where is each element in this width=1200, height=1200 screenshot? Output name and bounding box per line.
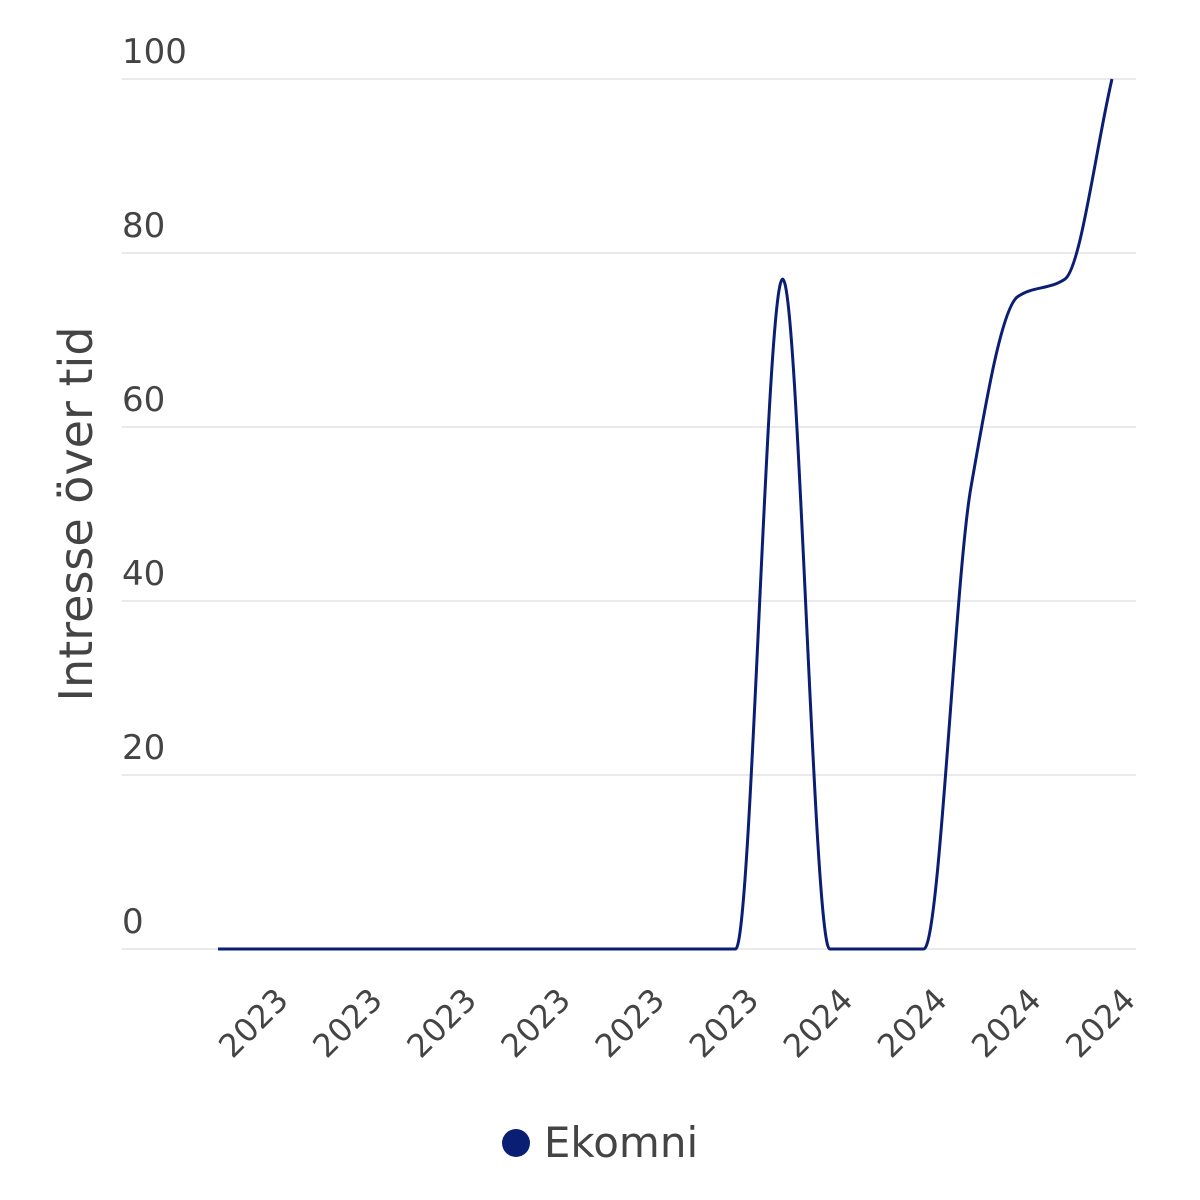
- y-tick-label: 0: [122, 902, 144, 942]
- x-tick-label: 2023: [494, 981, 578, 1065]
- series-line-ekomni: [218, 78, 1114, 951]
- y-axis-ticks: 0 20 40 60 80 100: [122, 32, 187, 942]
- y-axis-label: Intresse över tid: [49, 326, 103, 701]
- x-tick-label: 2023: [305, 981, 389, 1065]
- legend-marker-icon: [501, 1128, 530, 1157]
- x-tick-label: 2024: [870, 981, 954, 1065]
- x-tick-label: 2024: [964, 981, 1048, 1065]
- x-tick-label: 2023: [399, 981, 483, 1065]
- y-tick-label: 60: [122, 380, 165, 420]
- x-tick-label: 2023: [682, 981, 766, 1065]
- gridlines: [122, 78, 1136, 950]
- y-tick-label: 80: [122, 206, 165, 246]
- y-tick-label: 40: [122, 554, 165, 594]
- legend-label: Ekomni: [543, 1118, 699, 1167]
- x-tick-label: 2023: [211, 981, 295, 1065]
- x-axis-ticks: 2023 2023 2023 2023 2023 2023 2024 2024 2024 2024: [211, 981, 1142, 1065]
- y-tick-label: 20: [122, 728, 165, 768]
- legend: Ekomni: [0, 1118, 1200, 1167]
- y-tick-label: 100: [122, 32, 187, 72]
- x-tick-label: 2024: [776, 981, 860, 1065]
- x-tick-label: 2024: [1058, 981, 1142, 1065]
- x-tick-label: 2023: [588, 981, 672, 1065]
